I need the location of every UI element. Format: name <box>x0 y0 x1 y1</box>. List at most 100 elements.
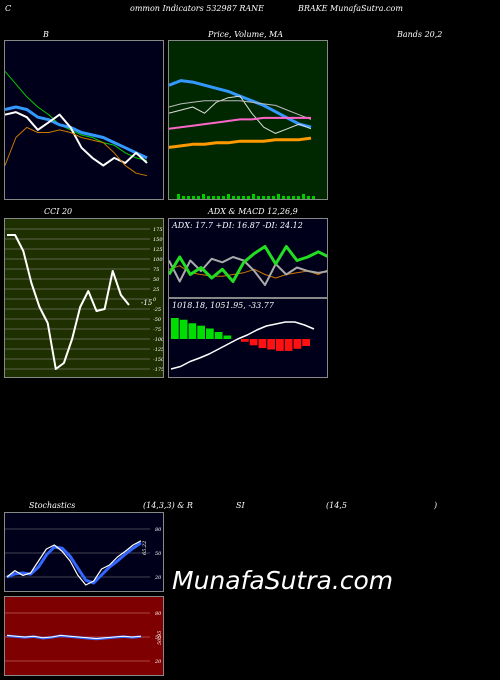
macd-hist-bar <box>188 323 197 339</box>
cci-value-label: -15 <box>141 299 153 307</box>
cci-tick-label: 75 <box>153 267 159 273</box>
bb-lower-line <box>5 126 148 177</box>
stoch-k-line <box>6 540 142 586</box>
price-white-line <box>169 95 312 134</box>
macd-hist-bar <box>171 318 179 339</box>
cci-tick-label: -75 <box>153 327 161 333</box>
volume-bar <box>282 196 285 199</box>
adx-values: ADX: 17.7 +DI: 16.87 -DI: 24.12 <box>172 221 303 230</box>
volume-bar <box>277 194 280 199</box>
macd-hist-bar <box>284 339 293 351</box>
volume-bar <box>292 196 295 199</box>
bb-label: B <box>43 30 49 39</box>
minus-di-line <box>169 245 327 283</box>
header-site: BRAKE MunafaSutra.com <box>298 4 403 13</box>
cci-tick-label: -25 <box>153 307 161 313</box>
cci-tick-label: -175 <box>153 367 164 373</box>
cci-tick-label: 50 <box>153 277 160 283</box>
cci-chart: 175 150 125 100 75 50 25 0 -25 -50 -75 -100 -125 -150… <box>5 227 164 373</box>
macd-hist-bar <box>197 325 205 339</box>
macd-hist-bar <box>223 335 232 339</box>
stoch-chart: 80 50 20 65.22 <box>5 527 162 586</box>
rsi-panel: 80 50 20 50.95 <box>4 596 164 676</box>
macd-chart <box>170 318 315 370</box>
volume-bar <box>217 196 220 199</box>
cci-tick-label: -50 <box>153 317 162 323</box>
cci-tick-label: -150 <box>153 357 164 363</box>
stoch-value-label: 65.22 <box>142 541 148 555</box>
volume-bar <box>247 196 250 199</box>
stoch-params: (14,3,3) & R <box>143 501 193 510</box>
volume-bar <box>227 194 230 199</box>
volume-bar <box>257 196 260 199</box>
volume-bar <box>242 196 245 199</box>
stoch-label: Stochastics <box>29 501 76 510</box>
rsi-line <box>6 634 142 640</box>
volume-bar <box>307 196 310 199</box>
volume-bar <box>262 196 265 199</box>
stoch-tick-label: 80 <box>155 527 162 533</box>
price-ma-chart <box>169 79 315 199</box>
volume-bar <box>272 196 275 199</box>
volume-bar <box>212 196 215 199</box>
macd-hist-bar <box>206 328 214 339</box>
ma-grey-line <box>169 100 312 120</box>
adx-macd-label: ADX & MACD 12,26,9 <box>208 207 298 216</box>
cci-tick-label: 125 <box>153 247 163 253</box>
rsi-tick-label: 80 <box>155 611 162 617</box>
bands-label: Bands 20,2 <box>397 30 443 39</box>
ma-pink-line <box>169 116 311 130</box>
rsi-params: (14,5 <box>326 501 347 510</box>
macd-values: 1018.18, 1051.95, -33.77 <box>172 301 274 310</box>
bb-upper-line <box>5 71 148 161</box>
bollinger-panel <box>4 40 164 200</box>
volume-bar <box>222 196 225 199</box>
volume-bar <box>187 196 190 199</box>
cci-tick-label: 25 <box>152 287 159 293</box>
price-ma-panel <box>168 40 328 200</box>
volume-bar <box>207 196 210 199</box>
macd-panel: 1018.18, 1051.95, -33.77 <box>168 298 328 378</box>
stoch-tick-label: 20 <box>154 575 162 581</box>
volume-bar <box>267 196 270 199</box>
stoch-tick-label: 50 <box>155 551 162 557</box>
volume-bar <box>182 196 185 199</box>
volume-bar <box>237 196 240 199</box>
volume-bar <box>197 196 200 199</box>
macd-hist-bar <box>276 339 284 351</box>
plus-di-line <box>169 256 327 286</box>
cci-tick-label: 150 <box>153 237 163 243</box>
paren-close: ) <box>434 501 438 510</box>
macd-hist-bar <box>179 319 188 339</box>
header-title: ommon Indicators 532987 RANE <box>130 4 264 13</box>
stoch-panel: 80 50 20 65.22 <box>4 512 164 592</box>
cci-panel: 175 150 125 100 75 50 25 0 -25 -50 -75 -100 -125 -150… <box>4 218 164 378</box>
macd-hist-bar <box>267 339 275 350</box>
cci-tick-label: -100 <box>153 337 164 343</box>
adx-line <box>169 265 327 279</box>
ma-orange-line <box>169 136 312 149</box>
cci-line <box>7 234 130 370</box>
volume-bar <box>202 194 205 199</box>
rsi-tick-label: 20 <box>154 659 162 665</box>
adx-panel: ADX: 17.7 +DI: 16.87 -DI: 24.12 <box>168 218 328 298</box>
cci-tick-label: 100 <box>153 257 163 263</box>
bollinger-chart <box>5 71 148 177</box>
volume-bar <box>232 196 235 199</box>
price-volume-ma-label: Price, Volume, MA <box>208 30 284 39</box>
macd-line <box>170 321 315 370</box>
volume-bar <box>177 194 180 199</box>
volume-bar <box>192 196 195 199</box>
cci-label: CCI 20 <box>44 207 73 216</box>
macd-hist-bar <box>214 332 223 339</box>
macd-hist-bar <box>302 339 310 346</box>
rsi-tick-label: 50 <box>155 635 162 641</box>
macd-hist-bar <box>249 339 258 346</box>
macd-hist-bar <box>293 339 302 349</box>
cci-tick-label: 0 <box>153 297 157 303</box>
bb-price-line <box>5 111 148 167</box>
volume-bar <box>287 196 290 199</box>
rsi-value-label: 50.95 <box>157 631 163 645</box>
adx-chart <box>169 245 327 286</box>
volume-bar <box>252 194 255 199</box>
